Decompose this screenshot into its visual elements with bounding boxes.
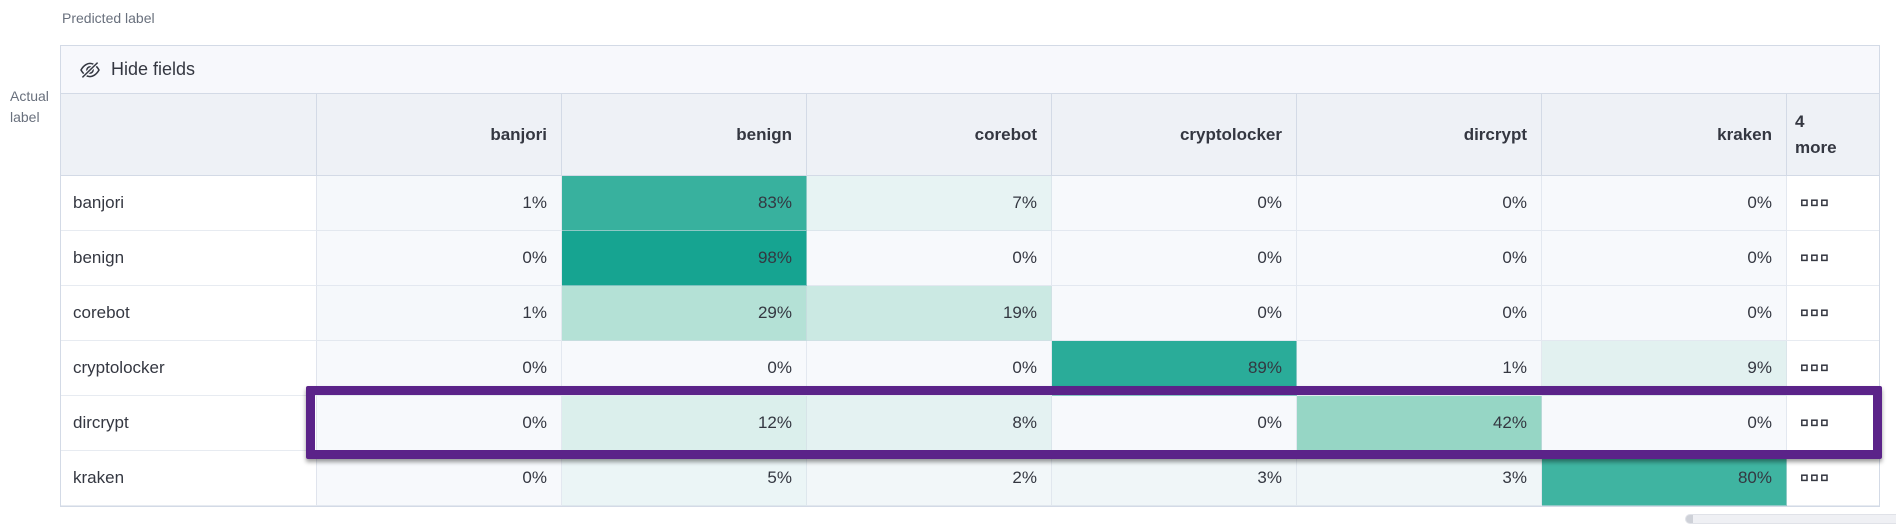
more-columns-label: 4 more <box>1795 112 1837 157</box>
matrix-cell-benign-cryptolocker[interactable]: 0% <box>1052 231 1297 286</box>
matrix-cell-cryptolocker-corebot[interactable]: 0% <box>807 341 1052 396</box>
predicted-axis-label: Predicted label <box>62 10 155 26</box>
column-header-corebot[interactable]: corebot <box>807 94 1052 176</box>
matrix-cell-corebot-dircrypt[interactable]: 0% <box>1297 286 1542 341</box>
row-ellipsis-button-dircrypt[interactable] <box>1787 396 1879 451</box>
matrix-cell-benign-benign[interactable]: 98% <box>562 231 807 286</box>
matrix-cell-banjori-benign[interactable]: 83% <box>562 176 807 231</box>
matrix-cell-corebot-kraken[interactable]: 0% <box>1542 286 1787 341</box>
column-header-benign[interactable]: benign <box>562 94 807 176</box>
boxes-horizontal-icon <box>1801 419 1828 427</box>
hide-fields-button[interactable]: Hide fields <box>61 46 1879 94</box>
matrix-cell-cryptolocker-cryptolocker[interactable]: 89% <box>1052 341 1297 396</box>
horizontal-scrollbar[interactable] <box>1685 514 1896 524</box>
boxes-horizontal-icon <box>1801 199 1828 207</box>
matrix-cell-corebot-corebot[interactable]: 19% <box>807 286 1052 341</box>
matrix-cell-banjori-dircrypt[interactable]: 0% <box>1297 176 1542 231</box>
matrix-cell-dircrypt-cryptolocker[interactable]: 0% <box>1052 396 1297 451</box>
boxes-horizontal-icon <box>1801 474 1828 482</box>
matrix-corner-cell <box>61 94 317 176</box>
matrix-cell-kraken-banjori[interactable]: 0% <box>317 451 562 506</box>
boxes-horizontal-icon <box>1801 364 1828 372</box>
matrix-cell-corebot-banjori[interactable]: 1% <box>317 286 562 341</box>
actual-axis-label: Actual label <box>10 88 49 125</box>
row-label-corebot: corebot <box>61 286 317 341</box>
eye-closed-icon <box>80 60 100 79</box>
row-label-kraken: kraken <box>61 451 317 506</box>
row-ellipsis-button-corebot[interactable] <box>1787 286 1879 341</box>
boxes-horizontal-icon <box>1801 309 1828 317</box>
row-label-cryptolocker: cryptolocker <box>61 341 317 396</box>
matrix-cell-banjori-banjori[interactable]: 1% <box>317 176 562 231</box>
matrix-cell-dircrypt-kraken[interactable]: 0% <box>1542 396 1787 451</box>
matrix-cell-kraken-cryptolocker[interactable]: 3% <box>1052 451 1297 506</box>
matrix-cell-dircrypt-benign[interactable]: 12% <box>562 396 807 451</box>
matrix-cell-banjori-kraken[interactable]: 0% <box>1542 176 1787 231</box>
column-header-kraken[interactable]: kraken <box>1542 94 1787 176</box>
matrix-cell-cryptolocker-banjori[interactable]: 0% <box>317 341 562 396</box>
matrix-cell-banjori-cryptolocker[interactable]: 0% <box>1052 176 1297 231</box>
row-ellipsis-button-benign[interactable] <box>1787 231 1879 286</box>
matrix-cell-cryptolocker-dircrypt[interactable]: 1% <box>1297 341 1542 396</box>
matrix-cell-dircrypt-banjori[interactable]: 0% <box>317 396 562 451</box>
column-header-more[interactable]: 4 more <box>1787 94 1879 176</box>
matrix-cell-corebot-cryptolocker[interactable]: 0% <box>1052 286 1297 341</box>
matrix-cell-benign-kraken[interactable]: 0% <box>1542 231 1787 286</box>
column-header-banjori[interactable]: banjori <box>317 94 562 176</box>
matrix-cell-banjori-corebot[interactable]: 7% <box>807 176 1052 231</box>
matrix-cell-cryptolocker-kraken[interactable]: 9% <box>1542 341 1787 396</box>
matrix-cell-kraken-kraken[interactable]: 80% <box>1542 451 1787 506</box>
matrix-cell-benign-banjori[interactable]: 0% <box>317 231 562 286</box>
matrix-cell-dircrypt-dircrypt[interactable]: 42% <box>1297 396 1542 451</box>
row-label-banjori: banjori <box>61 176 317 231</box>
matrix-cell-corebot-benign[interactable]: 29% <box>562 286 807 341</box>
matrix-grid: banjori benign corebot cryptolocker dircrypt… <box>61 94 1879 506</box>
matrix-cell-kraken-corebot[interactable]: 2% <box>807 451 1052 506</box>
row-ellipsis-button-banjori[interactable] <box>1787 176 1879 231</box>
row-label-benign: benign <box>61 231 317 286</box>
matrix-cell-kraken-dircrypt[interactable]: 3% <box>1297 451 1542 506</box>
matrix-cell-cryptolocker-benign[interactable]: 0% <box>562 341 807 396</box>
matrix-cell-benign-corebot[interactable]: 0% <box>807 231 1052 286</box>
matrix-cell-kraken-benign[interactable]: 5% <box>562 451 807 506</box>
row-label-dircrypt: dircrypt <box>61 396 317 451</box>
matrix-cell-dircrypt-corebot[interactable]: 8% <box>807 396 1052 451</box>
confusion-matrix-panel: Hide fields banjori benign corebot cryptolo… <box>60 45 1880 507</box>
hide-fields-label: Hide fields <box>111 59 196 79</box>
row-ellipsis-button-kraken[interactable] <box>1787 451 1879 506</box>
column-header-cryptolocker[interactable]: cryptolocker <box>1052 94 1297 176</box>
matrix-cell-benign-dircrypt[interactable]: 0% <box>1297 231 1542 286</box>
column-header-dircrypt[interactable]: dircrypt <box>1297 94 1542 176</box>
row-ellipsis-button-cryptolocker[interactable] <box>1787 341 1879 396</box>
boxes-horizontal-icon <box>1801 254 1828 262</box>
